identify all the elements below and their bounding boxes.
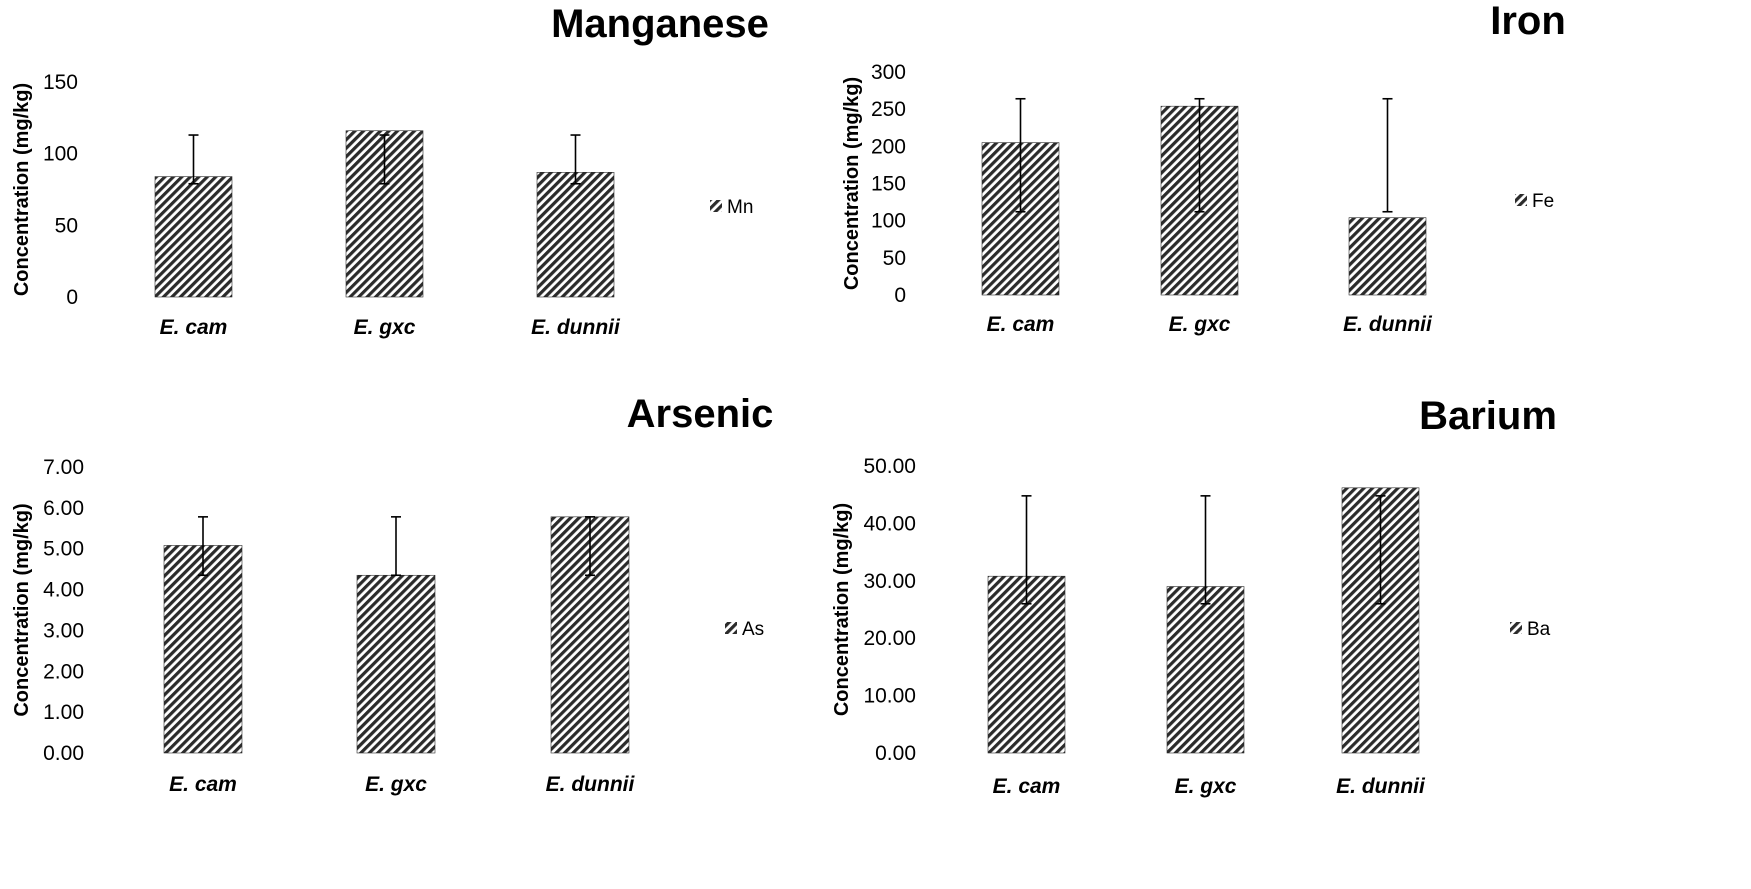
iron-chart-title: Iron — [1490, 0, 1566, 43]
iron-y-tick-label: 300 — [871, 61, 906, 84]
barium-x-tick-label: E. dunnii — [1336, 775, 1426, 798]
manganese-x-tick-label: E. cam — [160, 316, 228, 339]
barium-legend-swatch — [1510, 622, 1522, 634]
iron-y-tick-label: 0 — [894, 284, 906, 307]
barium-y-tick-label: 40.00 — [863, 512, 916, 535]
barium-bar-1 — [987, 575, 1066, 754]
iron-y-tick-label: 150 — [871, 173, 906, 196]
arsenic-y-tick-label: 0.00 — [43, 742, 84, 765]
barium-y-axis-label: Concentration (mg/kg) — [831, 503, 853, 716]
barium-legend-label: Ba — [1527, 619, 1551, 640]
barium-chart-title: Barium — [1419, 394, 1557, 438]
manganese-bar-1 — [154, 176, 233, 298]
arsenic-x-tick-label: E. dunnii — [546, 773, 636, 796]
iron-legend-swatch — [1515, 194, 1527, 206]
arsenic-y-tick-label: 5.00 — [43, 538, 84, 561]
manganese-legend-swatch — [710, 200, 722, 212]
arsenic-bar-2 — [356, 574, 436, 754]
barium-y-tick-label: 10.00 — [863, 685, 916, 708]
arsenic-y-axis-label: Concentration (mg/kg) — [11, 503, 33, 716]
iron-legend-label: Fe — [1532, 191, 1554, 212]
iron-x-tick-label: E. cam — [987, 313, 1055, 336]
manganese-chart-title: Manganese — [551, 2, 769, 46]
arsenic-y-tick-label: 3.00 — [43, 619, 84, 642]
arsenic-x-tick-label: E. gxc — [365, 773, 427, 796]
barium-y-tick-label: 0.00 — [875, 742, 916, 765]
barium-y-tick-label: 20.00 — [863, 627, 916, 650]
arsenic-chart-title: Arsenic — [627, 392, 774, 436]
barium-x-tick-label: E. gxc — [1175, 775, 1237, 798]
iron-y-tick-label: 50 — [883, 247, 906, 270]
manganese-x-tick-label: E. dunnii — [531, 316, 621, 339]
manganese-x-tick-label: E. gxc — [354, 316, 416, 339]
manganese-y-axis-label: Concentration (mg/kg) — [11, 83, 33, 296]
arsenic-y-tick-label: 4.00 — [43, 579, 84, 602]
arsenic-legend-swatch — [725, 622, 737, 634]
manganese-y-tick-label: 150 — [43, 71, 78, 94]
iron-x-tick-label: E. gxc — [1169, 313, 1231, 336]
iron-y-tick-label: 250 — [871, 98, 906, 121]
manganese-bar-3 — [536, 172, 615, 298]
arsenic-y-tick-label: 2.00 — [43, 660, 84, 683]
manganese-y-tick-label: 100 — [43, 143, 78, 166]
arsenic-bar-1 — [163, 545, 243, 754]
arsenic-y-tick-label: 6.00 — [43, 497, 84, 520]
barium-y-tick-label: 30.00 — [863, 570, 916, 593]
manganese-y-tick-label: 50 — [55, 214, 78, 237]
iron-y-tick-label: 200 — [871, 135, 906, 158]
iron-bar-3 — [1348, 217, 1427, 296]
arsenic-y-tick-label: 1.00 — [43, 701, 84, 724]
manganese-legend-label: Mn — [727, 197, 753, 218]
barium-y-tick-label: 50.00 — [863, 455, 916, 478]
arsenic-y-tick-label: 7.00 — [43, 456, 84, 479]
barium-bar-2 — [1166, 586, 1245, 754]
iron-y-axis-label: Concentration (mg/kg) — [841, 77, 863, 290]
arsenic-legend-label: As — [742, 619, 764, 640]
barium-x-tick-label: E. cam — [993, 775, 1061, 798]
manganese-y-tick-label: 0 — [66, 286, 78, 309]
iron-x-tick-label: E. dunnii — [1343, 313, 1433, 336]
iron-y-tick-label: 100 — [871, 210, 906, 233]
arsenic-x-tick-label: E. cam — [169, 773, 237, 796]
